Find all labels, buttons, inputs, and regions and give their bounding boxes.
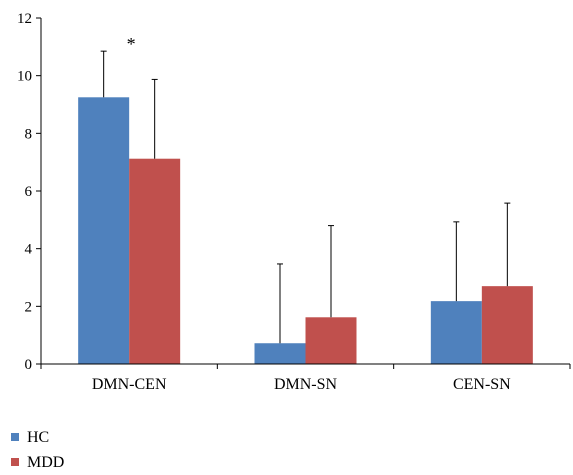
bar-hc-dmn-cen [78, 97, 130, 365]
annotations-group: * [127, 34, 136, 54]
y-tick-label-0: 0 [25, 357, 33, 373]
legend-swatch-mdd [11, 458, 19, 466]
bar-hc-cen-sn [430, 301, 482, 364]
x-label-dmn-sn: DMN-SN [274, 376, 338, 393]
legend: HC MDD [11, 429, 64, 471]
y-tick-label-6: 12 [17, 11, 32, 27]
legend-swatch-hc [11, 433, 19, 441]
bars-group [78, 97, 533, 365]
bar-hc-dmn-sn [254, 343, 306, 364]
y-tick-label-5: 10 [17, 69, 32, 85]
x-label-dmn-cen: DMN-CEN [92, 376, 167, 393]
y-tick-label-1: 2 [25, 299, 33, 315]
y-tick-label-3: 6 [25, 184, 33, 200]
y-tick-label-4: 8 [25, 126, 33, 142]
error-bars-group [100, 50, 511, 344]
bar-mdd-cen-sn [481, 286, 533, 364]
y-tick-label-2: 4 [25, 242, 33, 258]
legend-label-hc: HC [27, 429, 49, 446]
bar-mdd-dmn-cen [129, 158, 181, 364]
legend-label-mdd: MDD [27, 454, 64, 471]
y-ticks-group: 0 2 4 6 8 10 12 [17, 11, 41, 373]
x-label-cen-sn: CEN-SN [453, 376, 511, 393]
significance-marker: * [127, 34, 136, 54]
bar-mdd-dmn-sn [305, 317, 357, 364]
x-ticks-group: DMN-CEN DMN-SN CEN-SN [40, 364, 571, 393]
